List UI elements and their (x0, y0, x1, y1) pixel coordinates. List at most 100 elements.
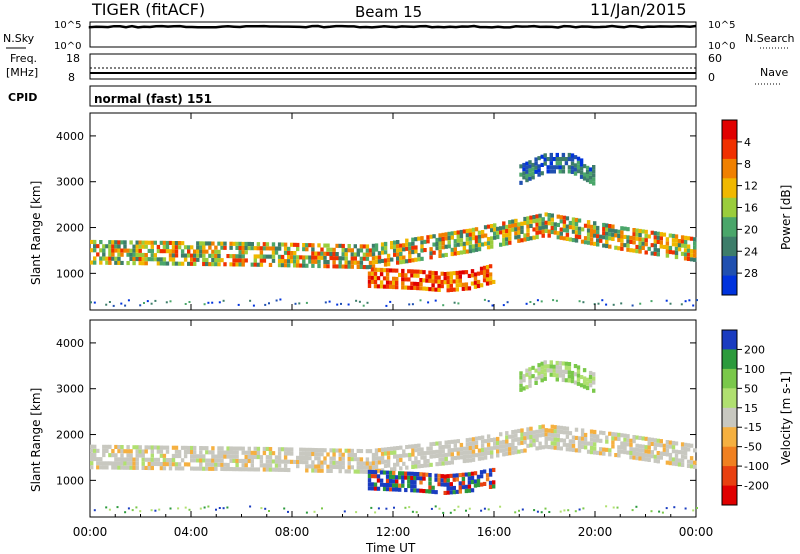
echo-cell (579, 162, 584, 167)
echo-cell (111, 252, 115, 257)
echo-cell (287, 468, 291, 473)
echo-cell (199, 466, 203, 471)
echo-cell (268, 447, 273, 452)
colorbar-swatch (722, 485, 737, 506)
echo-cell (127, 299, 130, 302)
echo-cell (543, 161, 547, 166)
echo-cell (126, 445, 130, 450)
echo-cell (383, 463, 388, 468)
echo-cell (526, 443, 530, 448)
echo-cell (262, 242, 267, 247)
echo-cell (496, 230, 500, 235)
echo-cell (144, 445, 148, 450)
echo-cell (371, 264, 376, 269)
echo-cell (517, 238, 521, 243)
echo-cell (592, 372, 596, 377)
echo-cell (174, 454, 179, 459)
echo-cell (444, 252, 448, 257)
echo-cell (93, 260, 97, 265)
echo-cell (141, 461, 145, 466)
echo-cell (232, 241, 236, 246)
echo-cell (317, 468, 321, 473)
echo-cell (383, 250, 388, 255)
echo-cell (353, 457, 357, 462)
echo-cell (265, 459, 270, 464)
echo-cell (135, 240, 139, 245)
echo-cell (558, 157, 562, 162)
echo-cell (496, 235, 500, 240)
echo-cell (326, 264, 330, 269)
colorbar-swatch (722, 330, 737, 350)
echo-cell (567, 366, 572, 371)
x-tick-label: 08:00 (275, 525, 310, 539)
echo-cell (456, 230, 460, 235)
echo-cell (302, 263, 306, 268)
echo-cell (647, 457, 651, 462)
echo-cell (314, 255, 318, 260)
echo-cell (141, 244, 145, 249)
echo-cell (462, 245, 467, 250)
colorbar-swatch (722, 178, 737, 199)
echo-cell (592, 181, 596, 186)
echo-cell (629, 451, 633, 456)
echo-cell (132, 248, 136, 253)
echo-cell (411, 444, 415, 449)
echo-cell (283, 455, 288, 460)
echo-cell (154, 509, 157, 512)
echo-cell (567, 169, 572, 174)
echo-cell (437, 287, 441, 292)
echo-cell (196, 245, 200, 250)
echo-cell (162, 240, 167, 245)
echo-cell (238, 246, 242, 251)
echo-cell (338, 448, 342, 453)
echo-cell (419, 282, 423, 287)
echo-cell (311, 251, 315, 256)
echo-cell (638, 249, 642, 254)
echo-cell (208, 253, 212, 258)
echo-cell (522, 374, 526, 379)
echo-cell (177, 449, 182, 454)
echo-cell (574, 222, 579, 227)
echo-cell (576, 165, 581, 170)
echo-cell (599, 447, 603, 452)
echo-cell (135, 461, 139, 466)
echo-cell (205, 262, 209, 267)
echo-cell (455, 275, 459, 280)
echo-cell (235, 241, 239, 246)
echo-cell (153, 257, 157, 262)
echo-cell (447, 235, 451, 240)
echo-cell (548, 511, 551, 513)
echo-cell (620, 449, 624, 454)
echo-cell (190, 445, 194, 450)
echo-cell (159, 261, 164, 266)
echo-cell (205, 462, 209, 467)
echo-cell (529, 219, 533, 224)
echo-cell (93, 301, 96, 304)
echo-cell (205, 450, 209, 455)
echo-cell (462, 446, 467, 451)
echo-cell (476, 279, 481, 284)
echo-cell (90, 465, 94, 470)
echo-cell (505, 451, 509, 456)
echo-cell (232, 446, 236, 451)
echo-cell (432, 454, 436, 459)
echo-cell (238, 241, 242, 246)
echo-cell (593, 221, 597, 226)
echo-cell (641, 237, 645, 242)
echo-cell (238, 258, 242, 263)
colorbar-swatch (722, 407, 737, 428)
echo-cell (461, 485, 466, 490)
echo-cell (419, 480, 423, 485)
echo-cell (396, 454, 400, 459)
echo-cell (653, 239, 657, 244)
echo-band (90, 212, 697, 270)
echo-cell (280, 467, 285, 472)
echo-cell (468, 446, 473, 451)
echo-cell (635, 236, 639, 241)
echo-cell (519, 172, 523, 177)
echo-cell (277, 254, 282, 259)
echo-cell (493, 441, 497, 446)
echo-cell (111, 453, 115, 458)
echo-cell (552, 157, 556, 162)
echo-cell (370, 486, 375, 491)
